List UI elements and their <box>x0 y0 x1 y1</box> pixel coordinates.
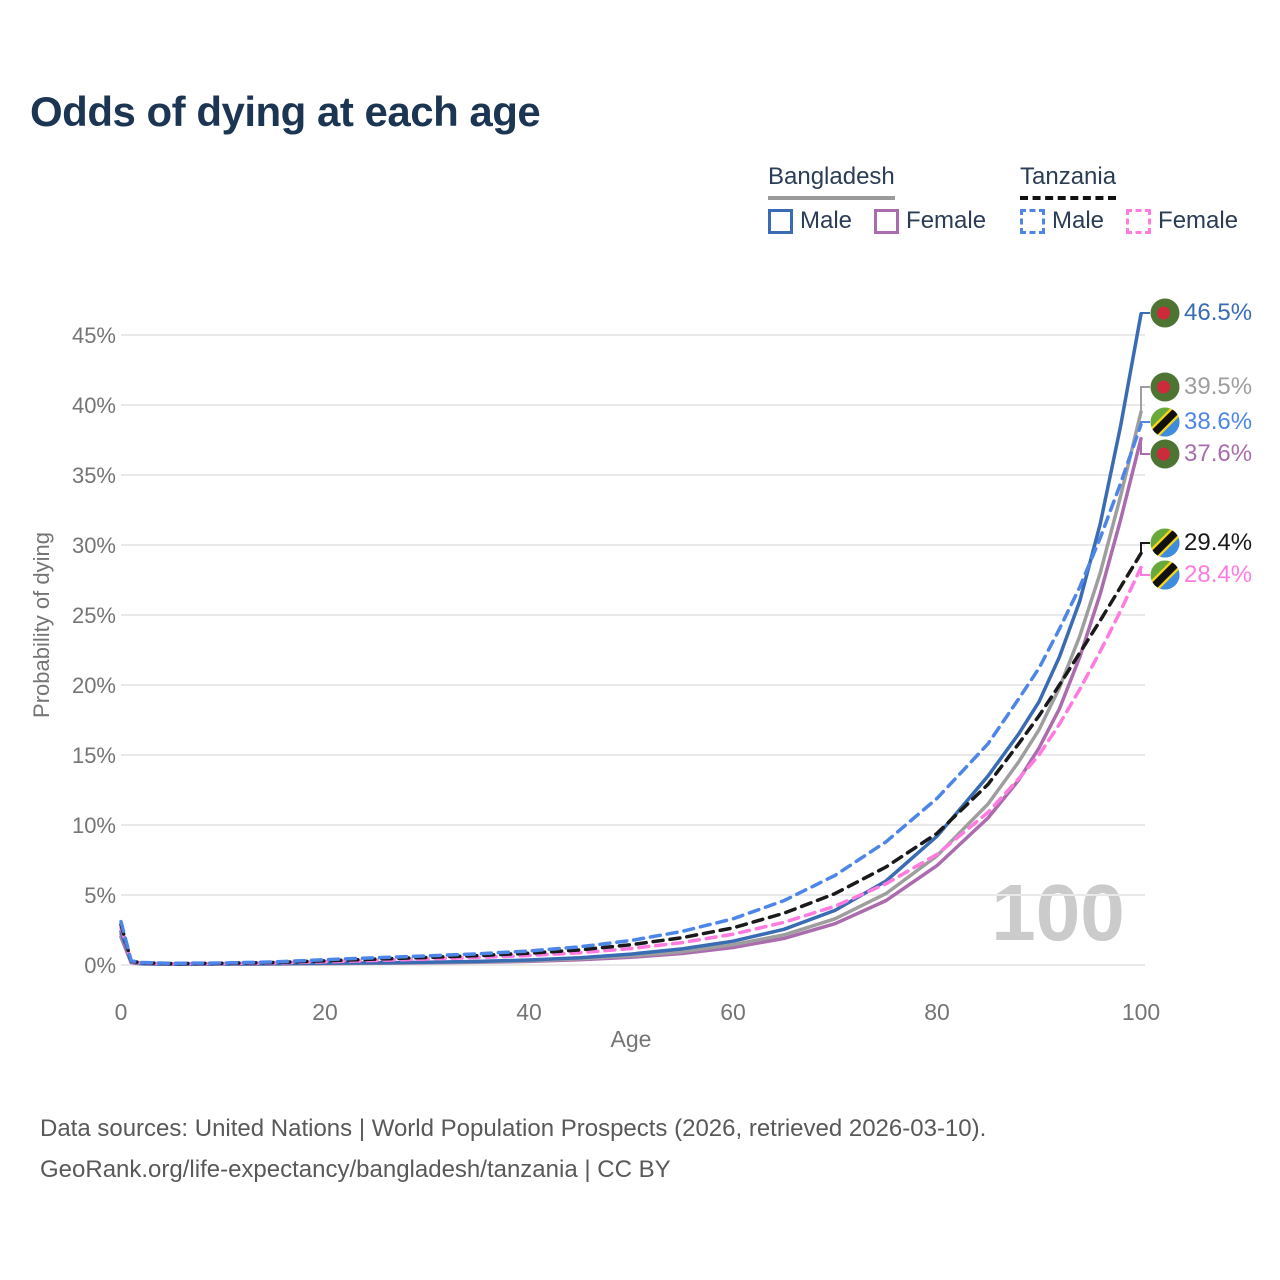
x-axis-tick-label: 80 <box>924 999 950 1025</box>
x-axis-tick-label: 100 <box>1122 999 1160 1025</box>
page-title: Odds of dying at each age <box>30 88 541 135</box>
tanzania-male-swatch-icon <box>1020 208 1045 234</box>
legend-label: Female <box>906 207 987 234</box>
series-line-bangladesh-male[interactable] <box>119 312 1143 966</box>
tanzania-flag-icon <box>1150 528 1180 558</box>
series-end-value-bangladesh-male: 46.5% <box>1184 299 1253 326</box>
x-axis-tick-label: 0 <box>115 999 128 1025</box>
x-axis-tick-label: 20 <box>312 999 338 1025</box>
bangladesh-flag-icon <box>1150 298 1180 328</box>
legend-group-bangladesh: Bangladesh Male Female <box>768 163 986 235</box>
legend-group-tanzania: Tanzania Male Female <box>1020 163 1238 235</box>
y-axis-tick-label: 20% <box>72 673 116 698</box>
tanzania-flag-icon <box>1150 407 1180 437</box>
series-line-bangladesh-all[interactable] <box>119 410 1143 967</box>
y-axis-tick-label: 0% <box>84 953 116 978</box>
series-line-tanzania-all[interactable] <box>119 551 1143 966</box>
legend-label: Male <box>800 207 853 234</box>
x-axis-tick-label: 60 <box>720 999 746 1025</box>
legend-heading-bangladesh: Bangladesh <box>768 163 895 200</box>
footer: Data sources: United Nations | World Pop… <box>40 1108 986 1190</box>
y-axis-tick-label: 35% <box>72 463 116 488</box>
y-axis-tick-label: 10% <box>72 813 116 838</box>
x-axis-tick-label: 40 <box>516 999 542 1025</box>
y-axis-tick-label: 15% <box>72 743 116 768</box>
series-end-value-bangladesh-all: 39.5% <box>1184 373 1253 400</box>
end-label-connector <box>1140 567 1150 576</box>
series-end-value-tanzania-male: 38.6% <box>1184 408 1253 435</box>
y-axis-tick-label: 45% <box>72 323 116 348</box>
legend-item-bangladesh-male[interactable]: Male <box>768 207 852 235</box>
end-label-connector <box>1140 542 1150 554</box>
legend-item-tanzania-male[interactable]: Male <box>1020 207 1104 235</box>
bangladesh-female-swatch-icon <box>874 208 900 234</box>
bangladesh-male-swatch-icon <box>768 208 793 234</box>
end-label-connector <box>1140 421 1150 425</box>
x-axis-title: Age <box>610 1026 652 1052</box>
end-label-connector <box>1140 312 1150 314</box>
footer-data-sources: Data sources: United Nations | World Pop… <box>40 1115 987 1142</box>
y-axis-tick-label: 25% <box>72 603 116 628</box>
footer-attribution: GeoRank.org/life-expectancy/bangladesh/t… <box>40 1156 671 1183</box>
bangladesh-flag-icon <box>1150 372 1180 402</box>
bangladesh-flag-icon <box>1150 439 1180 469</box>
watermark-100: 100 <box>991 868 1125 957</box>
legend-label: Male <box>1052 207 1105 234</box>
y-axis-tick-label: 40% <box>72 393 116 418</box>
y-axis-tick-label: 5% <box>84 883 116 908</box>
end-label-connector <box>1140 438 1150 455</box>
series-line-tanzania-female[interactable] <box>119 565 1143 966</box>
series-end-value-tanzania-female: 28.4% <box>1184 561 1253 588</box>
series-end-value-tanzania-all: 29.4% <box>1184 529 1253 556</box>
tanzania-flag-icon <box>1150 560 1180 590</box>
legend-heading-tanzania: Tanzania <box>1020 163 1117 200</box>
series-line-bangladesh-female[interactable] <box>119 436 1143 967</box>
legend-label: Female <box>1158 207 1239 234</box>
series-end-value-bangladesh-female: 37.6% <box>1184 440 1253 467</box>
legend-item-tanzania-female[interactable]: Female <box>1126 207 1238 235</box>
y-axis-tick-label: 30% <box>72 533 116 558</box>
end-label-connector <box>1140 386 1150 412</box>
legend-item-bangladesh-female[interactable]: Female <box>874 207 986 235</box>
series-line-tanzania-male[interactable] <box>119 422 1143 966</box>
tanzania-female-swatch-icon <box>1126 208 1152 234</box>
